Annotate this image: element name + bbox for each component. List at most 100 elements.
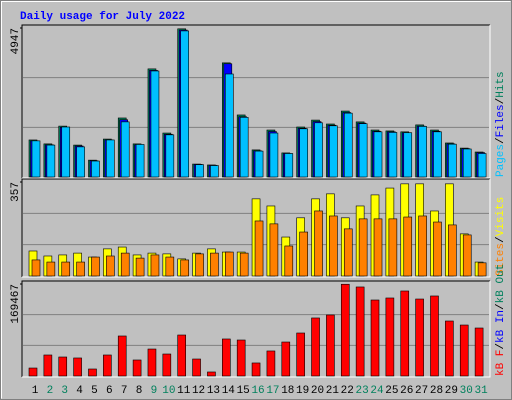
x-tick-label: 5: [91, 385, 98, 397]
bar: [31, 259, 41, 277]
legend: Sites/Visits: [495, 197, 507, 276]
bar: [180, 259, 189, 277]
panel-shadow: [21, 280, 490, 377]
bar: [147, 348, 157, 377]
bar: [388, 132, 398, 178]
bar: [370, 299, 380, 377]
x-tick-label: 16: [251, 385, 264, 397]
x-tick-label: 27: [415, 385, 428, 397]
bar: [207, 371, 216, 377]
x-tick-label: 30: [460, 385, 473, 397]
bar: [403, 132, 413, 178]
bar: [210, 165, 219, 178]
legend-entry: kB Out: [495, 264, 507, 304]
bar: [103, 354, 112, 377]
x-tick-label: 1: [32, 385, 39, 397]
bar: [477, 262, 487, 277]
legend-entry: Files: [495, 104, 507, 137]
bar: [88, 368, 97, 377]
bar: [388, 218, 398, 277]
bar: [400, 290, 410, 377]
bar: [31, 140, 41, 178]
bar: [76, 146, 85, 178]
bar: [192, 358, 201, 377]
bar: [76, 261, 85, 277]
y-tick-label: 169467: [10, 284, 22, 324]
x-tick-label: 22: [341, 385, 354, 397]
bar: [165, 256, 175, 277]
legend-separator: /: [495, 137, 507, 144]
panel-shadow: [21, 178, 490, 277]
legend: kB F/kB In/kB Out: [495, 264, 507, 376]
bar: [358, 218, 368, 277]
bar: [117, 335, 127, 377]
bar: [269, 132, 279, 178]
x-tick-label: 4: [76, 385, 83, 397]
bar: [195, 253, 204, 277]
bar: [150, 70, 160, 178]
bar: [269, 223, 279, 277]
bar: [284, 245, 294, 277]
x-tick-label: 14: [222, 385, 236, 397]
bar: [46, 144, 56, 178]
bar: [162, 353, 172, 377]
bar: [343, 112, 353, 178]
bar: [284, 153, 294, 178]
bar: [135, 257, 145, 277]
bar: [448, 143, 457, 178]
bar: [343, 228, 353, 277]
bar: [355, 286, 365, 377]
y-tick-label: 357: [10, 182, 22, 202]
bar: [415, 298, 424, 377]
bar: [28, 367, 38, 377]
legend-entry: Pages: [495, 144, 507, 177]
x-tick-label: 29: [445, 385, 458, 397]
x-tick-label: 20: [311, 385, 324, 397]
bar: [403, 216, 413, 277]
bar: [340, 283, 350, 377]
bar: [225, 73, 234, 178]
x-tick-label: 31: [474, 385, 488, 397]
bar: [210, 252, 219, 277]
x-tick-label: 28: [430, 385, 443, 397]
bar: [43, 354, 53, 377]
x-tick-label: 7: [121, 385, 128, 397]
legend-entry: kB In: [495, 310, 507, 343]
bar: [311, 317, 320, 377]
legend: Pages/Files/Hits: [495, 71, 507, 177]
panel-shadow: [21, 24, 490, 178]
bar: [150, 254, 160, 277]
bar: [326, 314, 335, 377]
x-tick-label: 8: [136, 385, 143, 397]
bar: [239, 252, 249, 277]
bar: [120, 121, 130, 178]
bar: [254, 150, 264, 178]
bar: [329, 125, 338, 178]
bar: [46, 261, 56, 277]
bar: [73, 357, 82, 377]
bar: [254, 220, 264, 277]
bar: [474, 327, 484, 377]
bar: [314, 122, 323, 178]
legend-separator: /: [495, 236, 507, 243]
panel: [22, 281, 490, 377]
bar: [296, 332, 305, 377]
x-tick-label: 11: [177, 385, 191, 397]
legend-separator: /: [495, 303, 507, 310]
bar: [329, 215, 338, 277]
bar: [385, 297, 395, 377]
bar: [459, 324, 469, 377]
bar: [266, 350, 276, 377]
bar: [314, 210, 323, 277]
bar: [236, 339, 246, 377]
x-tick-label: 25: [385, 385, 398, 397]
bar: [61, 126, 71, 178]
bar: [373, 131, 383, 178]
bar: [251, 362, 261, 377]
x-tick-label: 17: [266, 385, 279, 397]
bar: [299, 231, 308, 277]
x-tick-label: 23: [356, 385, 369, 397]
x-tick-label: 13: [207, 385, 220, 397]
legend-separator: /: [495, 98, 507, 105]
